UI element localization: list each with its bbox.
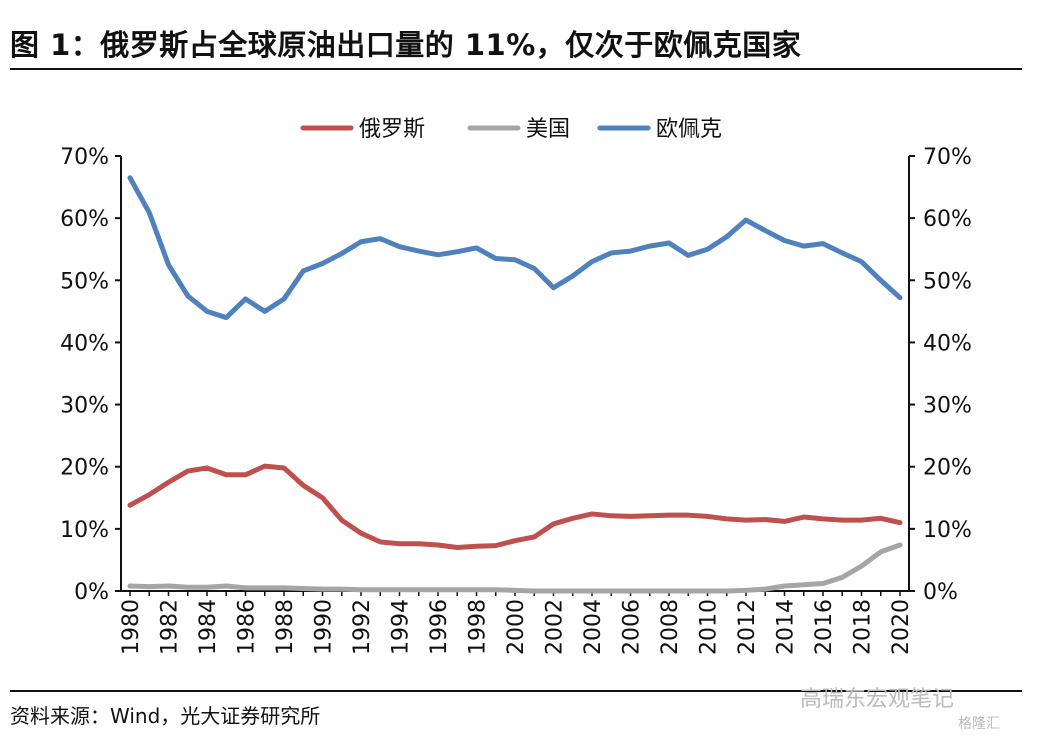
- y-tick-label: 20%: [60, 456, 109, 481]
- y2-tick-label: 0%: [923, 580, 958, 605]
- watermark-text: 高瑞东宏观笔记: [800, 687, 955, 712]
- x-tick-label: 2008: [658, 599, 683, 655]
- footer-divider: [10, 690, 1022, 692]
- x-tick-label: 1982: [158, 599, 183, 655]
- x-tick-label: 1994: [389, 599, 414, 655]
- y2-tick-label: 60%: [923, 207, 972, 232]
- y2-tick-label: 40%: [923, 331, 972, 356]
- series-line-1: [127, 542, 903, 594]
- x-tick-label: 2020: [889, 599, 914, 655]
- x-tick-label: 1980: [119, 599, 144, 655]
- x-tick-label: 2000: [504, 599, 529, 655]
- legend-label: 俄罗斯: [359, 117, 425, 142]
- x-tick-label: 1998: [466, 599, 491, 655]
- x-tick-label: 2006: [620, 599, 645, 655]
- y-tick-label: 0%: [74, 580, 109, 605]
- y2-tick-label: 70%: [923, 145, 972, 170]
- x-tick-label: 1996: [427, 599, 452, 655]
- x-tick-label: 1984: [196, 599, 221, 655]
- y-tick-label: 60%: [60, 207, 109, 232]
- y-tick-label: 30%: [60, 394, 109, 419]
- legend-label: 美国: [526, 117, 570, 142]
- watermark-logo: 格隆汇: [958, 716, 1000, 732]
- x-tick-label: 1988: [273, 599, 298, 655]
- x-tick-label: 2018: [851, 599, 876, 655]
- x-tick-label: 1992: [350, 599, 375, 655]
- source-note: 资料来源：Wind，光大证券研究所: [10, 704, 321, 728]
- x-tick-label: 2014: [774, 599, 799, 655]
- series-line-2: [127, 175, 903, 321]
- y2-tick-label: 20%: [923, 456, 972, 481]
- x-tick-label: 2010: [697, 599, 722, 655]
- title-divider: [10, 68, 1022, 70]
- x-tick-label: 2004: [581, 599, 606, 655]
- x-tick-label: 2016: [812, 599, 837, 655]
- x-tick-label: 2002: [543, 599, 568, 655]
- legend-label: 欧佩克: [656, 117, 722, 142]
- y-tick-label: 40%: [60, 331, 109, 356]
- y-tick-label: 50%: [60, 269, 109, 294]
- y-tick-label: 10%: [60, 518, 109, 543]
- chart-title: 图 1：俄罗斯占全球原油出口量的 11%，仅次于欧佩克国家: [10, 28, 802, 62]
- series-line-0: [127, 463, 903, 550]
- y2-tick-label: 50%: [923, 269, 972, 294]
- y-tick-label: 70%: [60, 145, 109, 170]
- y2-tick-label: 30%: [923, 394, 972, 419]
- y2-tick-label: 10%: [923, 518, 972, 543]
- x-tick-label: 2012: [735, 599, 760, 655]
- x-tick-label: 1986: [235, 599, 260, 655]
- x-tick-label: 1990: [312, 599, 337, 655]
